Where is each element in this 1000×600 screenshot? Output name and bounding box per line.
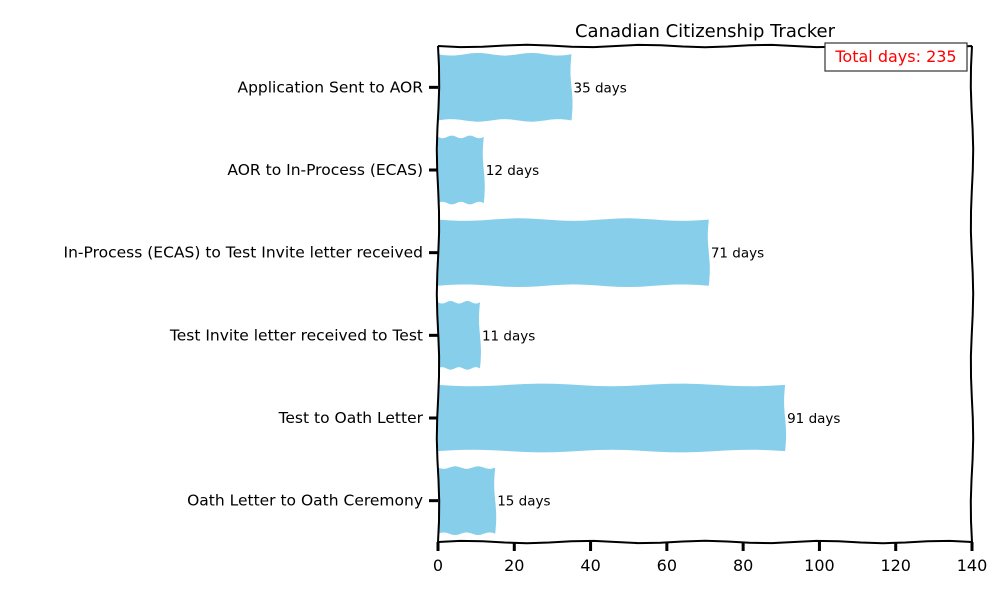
total-days-text: Total days: 235: [834, 47, 956, 66]
data-label-4: 11 days: [482, 328, 535, 344]
bar-5: [438, 383, 787, 453]
category-label-3: In-Process (ECAS) to Test Invite letter …: [64, 244, 423, 262]
labels-layer: Application Sent to AOR 35 days AOR to In-…: [64, 78, 988, 575]
bar-6: [438, 466, 497, 535]
x-tick-label-0: 0: [433, 556, 443, 575]
data-label-5: 91 days: [787, 411, 840, 427]
x-tick-label-100: 100: [804, 556, 835, 575]
x-tick-label-40: 40: [580, 556, 600, 575]
x-tick-label-120: 120: [880, 556, 911, 575]
total-days-box: [824, 42, 968, 72]
category-label-1: Application Sent to AOR: [237, 78, 423, 96]
data-label-1: 35 days: [574, 80, 627, 96]
data-label-3: 71 days: [711, 246, 764, 262]
category-label-6: Oath Letter to Oath Ceremony: [187, 492, 423, 510]
bar-2: [438, 135, 485, 205]
x-tick-label-20: 20: [504, 556, 524, 575]
chart-title: Canadian Citizenship Tracker: [575, 21, 836, 42]
category-label-2: AOR to In-Process (ECAS): [227, 161, 423, 179]
category-label-4: Test Invite letter received to Test: [169, 326, 423, 344]
total-days-annotation: Total days: 235: [824, 42, 968, 72]
axes-layer: [435, 43, 975, 545]
x-tick-label-60: 60: [657, 556, 677, 575]
data-label-6: 15 days: [497, 494, 550, 510]
ticks-layer: [429, 85, 974, 551]
x-tick-label-80: 80: [733, 556, 753, 575]
plot-frame: [435, 43, 975, 545]
data-label-2: 12 days: [486, 163, 539, 179]
category-label-5: Test to Oath Letter: [278, 409, 424, 427]
bar-1: [438, 53, 573, 122]
bar-3: [438, 218, 710, 287]
bars-layer: [438, 53, 787, 535]
bar-4: [438, 301, 481, 370]
x-tick-label-140: 140: [957, 556, 988, 575]
